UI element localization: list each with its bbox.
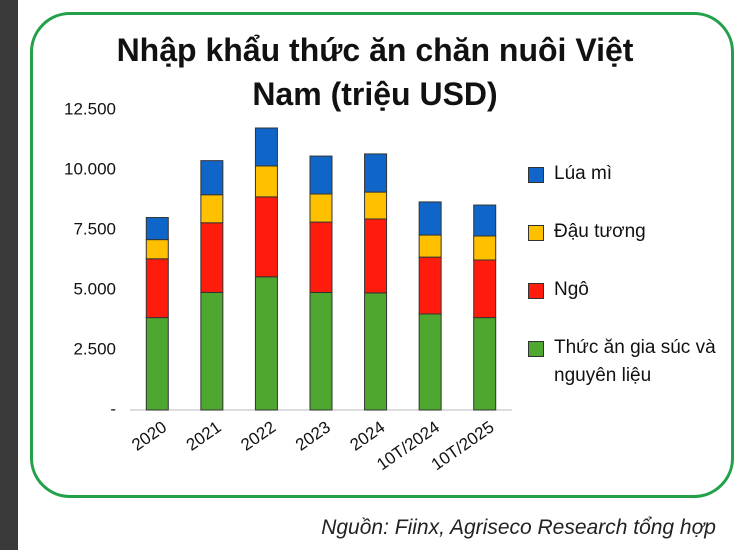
bar-segment — [200, 194, 224, 224]
x-tick-label: 2022 — [237, 417, 279, 454]
source: Nguồn: Fiinx, Agriseco Research tổng hợp — [321, 516, 716, 539]
bar-segment — [309, 291, 333, 411]
legend-entry: Ngô — [528, 276, 728, 304]
bar-segment — [418, 313, 442, 411]
bar-segment — [473, 259, 497, 319]
legend: Lúa mì Đậu tương Ngô Thức ăn gia súc và ngu… — [528, 160, 728, 420]
bar-segment — [418, 256, 442, 315]
bar-segment — [364, 153, 388, 193]
legend-swatch — [528, 167, 544, 183]
bar-segment — [418, 234, 442, 258]
x-tick-label: 2021 — [183, 417, 225, 454]
bar-segment — [200, 222, 224, 293]
legend-swatch — [528, 225, 544, 241]
y-tick-label: 5.000 — [73, 279, 116, 298]
bar-segment — [254, 196, 278, 278]
bar-segment — [309, 155, 333, 195]
x-tick-label: 10T/2025 — [428, 417, 498, 474]
y-tick-label: 12.500 — [64, 99, 116, 118]
legend-label: Thức ăn gia súc và nguyên liệu — [554, 337, 716, 386]
legend-entry: Lúa mì — [528, 160, 728, 188]
bar-segment — [200, 160, 224, 196]
legend-swatch — [528, 283, 544, 299]
bar-segment — [418, 201, 442, 236]
bar-segment — [473, 235, 497, 261]
y-tick-label: 2.500 — [73, 339, 116, 358]
x-tick-label: 2023 — [292, 417, 334, 454]
bar-segment — [145, 317, 169, 411]
bar-segment — [145, 239, 169, 260]
bar-segment — [473, 317, 497, 411]
bar-segment — [254, 127, 278, 167]
y-tick-label: 7.500 — [73, 219, 116, 238]
bar-segment — [309, 221, 333, 293]
chart-title: Nhập khẩu thức ăn chăn nuôi Việt Nam (tr… — [116, 32, 634, 112]
legend-label: Đậu tương — [554, 221, 646, 242]
bar-segment — [364, 292, 388, 411]
side-strip — [0, 0, 18, 550]
bar-segment — [254, 276, 278, 411]
y-tick-label: - — [110, 399, 116, 418]
bar-segment — [309, 193, 333, 223]
y-tick-label: 10.000 — [64, 159, 116, 178]
bar-segment — [200, 291, 224, 411]
bar-segment — [145, 217, 169, 241]
legend-entry: Thức ăn gia súc và nguyên liệu — [528, 334, 728, 390]
legend-entry: Đậu tương — [528, 218, 728, 246]
bar-segment — [473, 204, 497, 237]
legend-swatch — [528, 341, 544, 357]
bar-segment — [364, 191, 388, 220]
legend-label: Lúa mì — [554, 163, 613, 184]
bar-segment — [364, 218, 388, 294]
bar-segment — [254, 165, 278, 198]
frame — [30, 12, 734, 498]
bar-segment — [145, 258, 169, 319]
legend-label: Ngô — [554, 279, 589, 300]
x-tick-label: 2020 — [128, 417, 170, 454]
x-tick-label: 2024 — [347, 417, 389, 454]
